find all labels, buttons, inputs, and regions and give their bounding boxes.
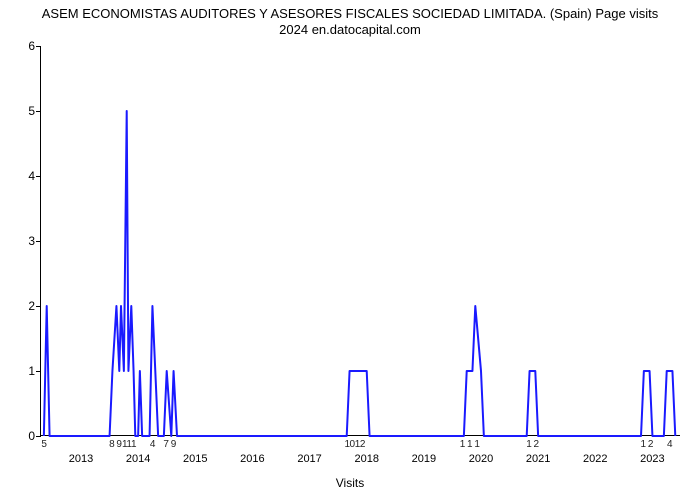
x-year-label: 2022 bbox=[583, 435, 607, 465]
chart-title-line1: ASEM ECONOMISTAS AUDITORES Y ASESORES FI… bbox=[42, 6, 658, 21]
x-sub-label: 7 9 bbox=[163, 435, 175, 450]
y-tick-mark bbox=[36, 306, 41, 307]
plot-area: 0123456201320142015201620172018201920202… bbox=[40, 46, 680, 436]
y-tick-mark bbox=[36, 241, 41, 242]
x-sub-label: 5 bbox=[41, 435, 46, 450]
x-year-label: 2017 bbox=[297, 435, 321, 465]
y-tick-mark bbox=[36, 436, 41, 437]
x-sub-label: 4 bbox=[150, 435, 155, 450]
chart-title-line2: 2024 en.datocapital.com bbox=[279, 22, 421, 37]
x-sub-label: 1 2 bbox=[641, 435, 653, 450]
chart-title: ASEM ECONOMISTAS AUDITORES Y ASESORES FI… bbox=[0, 0, 700, 39]
x-year-label: 2019 bbox=[412, 435, 436, 465]
x-sub-label: 10 bbox=[345, 435, 355, 450]
x-year-label: 2016 bbox=[240, 435, 264, 465]
visits-line bbox=[41, 46, 681, 436]
visits-series-path bbox=[44, 111, 675, 436]
x-sub-label: 12 bbox=[355, 435, 365, 450]
y-tick-mark bbox=[36, 371, 41, 372]
y-tick-mark bbox=[36, 111, 41, 112]
y-tick-mark bbox=[36, 46, 41, 47]
visits-chart: ASEM ECONOMISTAS AUDITORES Y ASESORES FI… bbox=[0, 0, 700, 500]
x-sub-label: 1 2 bbox=[526, 435, 538, 450]
x-year-label: 2013 bbox=[69, 435, 93, 465]
x-sub-label: 4 bbox=[667, 435, 672, 450]
x-sub-label: 1 1 1 bbox=[460, 435, 480, 450]
x-sub-label: 8 9 bbox=[109, 435, 121, 450]
x-axis-label: Visits bbox=[336, 476, 364, 490]
x-sub-label: 1 bbox=[131, 435, 136, 450]
x-year-label: 2015 bbox=[183, 435, 207, 465]
y-tick-mark bbox=[36, 176, 41, 177]
x-sub-label: 11 bbox=[122, 435, 131, 450]
